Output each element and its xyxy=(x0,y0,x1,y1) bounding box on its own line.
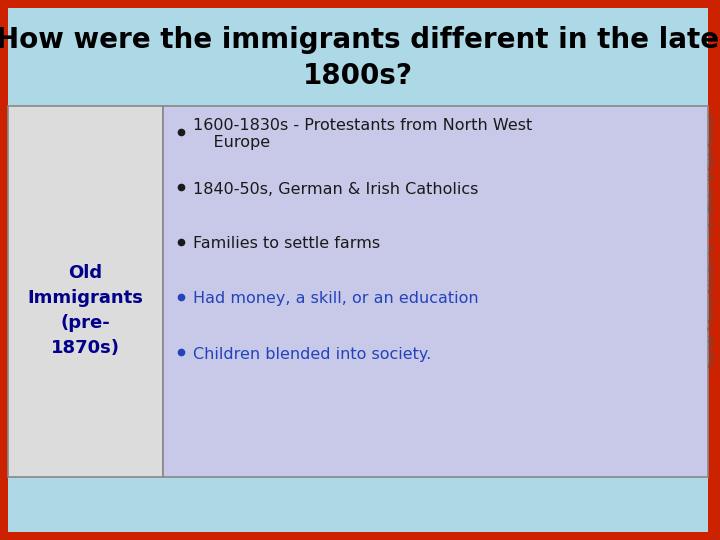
Text: Old
Immigrants
(pre-
1870s): Old Immigrants (pre- 1870s) xyxy=(27,264,143,356)
FancyBboxPatch shape xyxy=(8,8,708,106)
Text: Copyright © Pearson Education, Inc., or its affiliates. All Rights Reserved.: Copyright © Pearson Education, Inc., or … xyxy=(708,112,716,368)
Text: Children blended into society.: Children blended into society. xyxy=(193,347,431,361)
FancyBboxPatch shape xyxy=(163,106,708,477)
Text: 1840-50s, German & Irish Catholics: 1840-50s, German & Irish Catholics xyxy=(193,181,478,197)
Text: Had money, a skill, or an education: Had money, a skill, or an education xyxy=(193,292,479,307)
FancyBboxPatch shape xyxy=(8,106,163,477)
Text: How were the immigrants different in the late: How were the immigrants different in the… xyxy=(0,26,719,54)
Text: Families to settle farms: Families to settle farms xyxy=(193,237,380,252)
FancyBboxPatch shape xyxy=(8,8,708,532)
Text: 1800s?: 1800s? xyxy=(303,62,413,90)
Text: 1600-1830s - Protestants from North West
    Europe: 1600-1830s - Protestants from North West… xyxy=(193,118,532,151)
